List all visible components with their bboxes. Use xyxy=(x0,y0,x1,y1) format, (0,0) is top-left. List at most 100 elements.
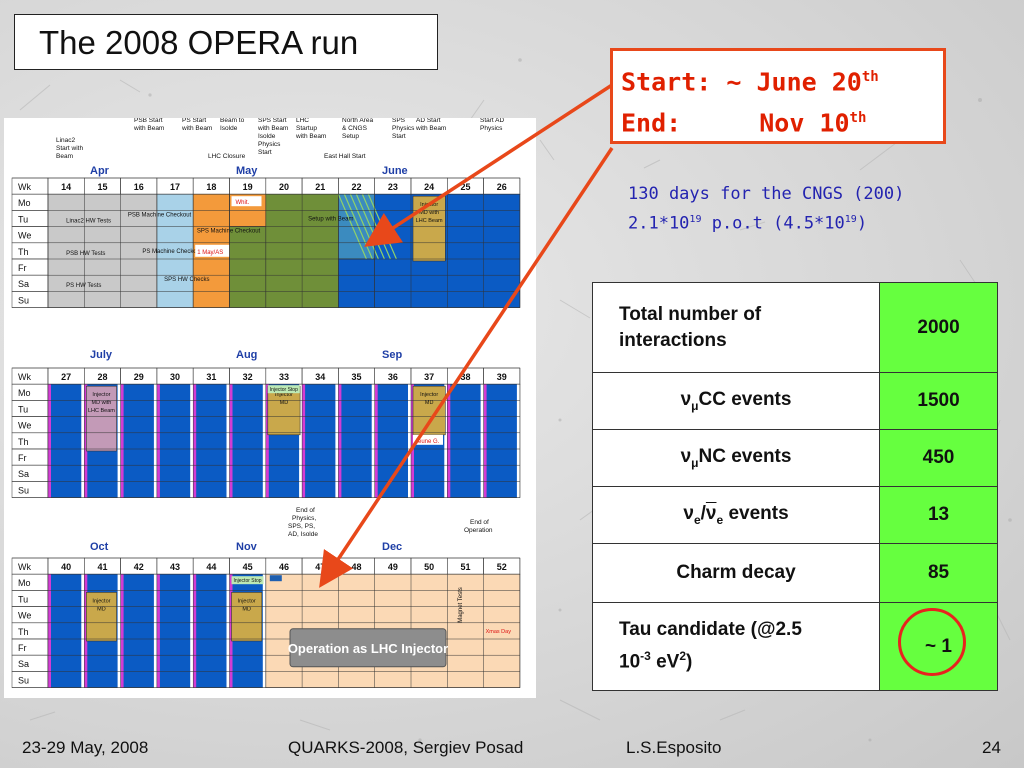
schedule-note: PSB Start xyxy=(134,118,163,124)
injector-md-box xyxy=(412,385,446,436)
schedule-note: Isolde xyxy=(220,125,238,132)
label-text: NC events xyxy=(698,446,792,468)
stripe-mark xyxy=(120,574,124,688)
stripe-mark xyxy=(483,384,487,498)
week-number: 32 xyxy=(243,372,253,382)
day-label: Sa xyxy=(18,469,29,479)
schedule-note: PS Start xyxy=(182,118,206,124)
day-label: Su xyxy=(18,485,29,495)
cell-note: Xmas Day xyxy=(486,629,512,635)
row-value: 13 xyxy=(879,486,998,544)
stripe-mark xyxy=(226,574,230,688)
schedule-note: Start AD xyxy=(480,118,505,124)
note-box xyxy=(267,385,300,394)
end-line: End: Nov 10th xyxy=(621,100,943,141)
cell-note: Injector xyxy=(275,392,293,398)
stripe-mark xyxy=(229,574,233,688)
schedule-note: Startup xyxy=(296,125,317,132)
pot-mid: p.o.t (4.5*10 xyxy=(701,213,845,234)
schedule-note: End of xyxy=(470,519,489,526)
cngs-summary: 130 days for the CNGS (200) 2.1*1019 p.o… xyxy=(628,182,1008,237)
day-label: Fr xyxy=(18,453,27,463)
pot-close: ) xyxy=(856,213,868,234)
stripe-mark xyxy=(335,384,339,498)
day-label: Su xyxy=(18,295,29,305)
table-row: Total number of interactions 2000 xyxy=(591,282,998,373)
schedule-note: North Area xyxy=(342,118,373,124)
stripe-mark xyxy=(193,574,197,688)
start-arrow xyxy=(364,83,613,247)
schedule-note: Linac2 xyxy=(56,137,76,144)
stripe-mark xyxy=(48,574,51,688)
label-text: events xyxy=(723,503,789,525)
injector-md-box xyxy=(86,385,117,452)
note-box xyxy=(231,576,264,585)
row-value: 85 xyxy=(879,543,998,603)
stripe-mark xyxy=(117,574,121,688)
cell-note: Linac2 HW Tests xyxy=(66,218,111,224)
schedule-note: Operation xyxy=(464,527,493,534)
week-number: 23 xyxy=(388,182,398,192)
stripe-mark xyxy=(262,384,266,498)
pot-exp2: 19 xyxy=(844,214,857,225)
day-label: Mo xyxy=(18,388,31,398)
stripe-mark xyxy=(374,384,378,498)
end-sup: th xyxy=(849,110,867,127)
slash: / xyxy=(700,503,706,525)
pot-exp: 19 xyxy=(689,214,702,225)
week-number: 20 xyxy=(279,182,289,192)
week-number: 29 xyxy=(134,372,144,382)
day-label: Tu xyxy=(18,404,28,414)
cell-note: Injector xyxy=(420,392,438,398)
schedule-note: LHC Closure xyxy=(208,153,246,160)
end-marker xyxy=(269,575,282,582)
row-value: 1500 xyxy=(879,372,998,430)
stripe-mark xyxy=(117,384,121,498)
stripe-mark xyxy=(120,384,124,498)
schedule-note: Physics, xyxy=(292,515,316,522)
schedule-note: & CNGS xyxy=(342,125,368,132)
week-number: 28 xyxy=(97,372,107,382)
week-number: 36 xyxy=(388,372,398,382)
month-label: May xyxy=(236,165,258,177)
schedule-note: Beam to xyxy=(220,118,245,124)
week-number: 22 xyxy=(352,182,362,192)
cell-note: 1 May/AS xyxy=(197,250,223,256)
nu-symbol: ν xyxy=(680,446,692,468)
cngs-pot: 2.1*1019 p.o.t (4.5*1019) xyxy=(628,207,1008,237)
week-number: 45 xyxy=(243,562,253,572)
day-label: Mo xyxy=(18,198,31,208)
end-label: End: xyxy=(621,108,682,138)
month-label: July xyxy=(90,349,113,361)
label-sup: 2 xyxy=(679,649,687,664)
schedule-note: with Beam xyxy=(415,125,446,132)
stripe-mark xyxy=(153,574,157,688)
label-text: ) xyxy=(686,651,693,673)
injector-md-box xyxy=(86,592,117,642)
end-date: Nov 10 xyxy=(759,108,850,138)
week-number: 19 xyxy=(243,182,253,192)
nu-flavor: e xyxy=(693,512,701,527)
cell-note: PS HW Tests xyxy=(66,283,101,289)
stripe-mark xyxy=(411,384,414,498)
nu-symbol: ν xyxy=(680,389,692,411)
stripe-mark xyxy=(81,574,85,688)
cell-note: MD xyxy=(425,400,434,406)
label-text: CC events xyxy=(698,389,792,411)
week-number: 44 xyxy=(206,562,216,572)
cell-note: MD xyxy=(242,606,251,612)
schedule-note: East Hall Start xyxy=(324,153,366,160)
stripe-mark xyxy=(48,384,51,498)
schedule-note: AD Start xyxy=(416,118,441,124)
schedule-note: Isolde xyxy=(258,133,276,140)
table-row: νμCC events 1500 xyxy=(591,372,998,430)
week-header-label: Wk xyxy=(18,562,31,572)
schedule-note: SPS, PS, xyxy=(288,523,315,530)
week-number: 34 xyxy=(315,372,325,382)
start-label: Start: ~ June 20 xyxy=(621,67,862,97)
nu-flavor: μ xyxy=(691,398,699,413)
week-number: 48 xyxy=(352,562,362,572)
week-number: 46 xyxy=(279,562,289,572)
week-number: 18 xyxy=(206,182,216,192)
day-label: Mo xyxy=(18,578,31,588)
